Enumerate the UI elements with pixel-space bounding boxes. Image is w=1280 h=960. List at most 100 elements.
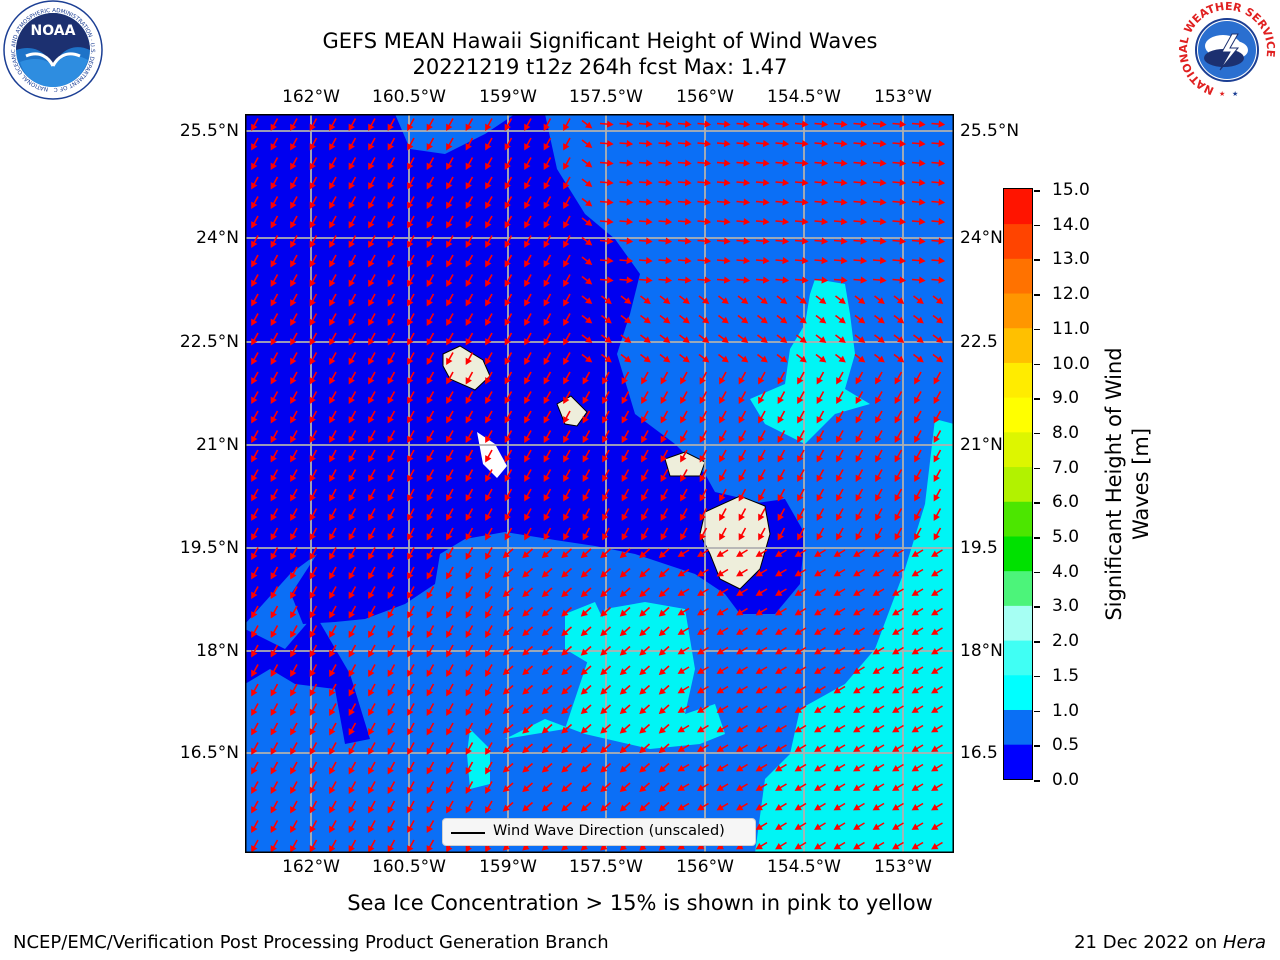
wind-wave-arrow (680, 371, 688, 385)
wind-wave-arrow (387, 430, 396, 443)
wind-wave-arrow (853, 218, 868, 226)
wind-wave-arrow (407, 586, 415, 599)
wind-wave-arrow (329, 488, 337, 502)
wind-wave-arrow (680, 469, 688, 482)
wind-wave-arrow (853, 607, 865, 616)
wind-wave-arrow (309, 547, 318, 560)
wind-wave-arrow (641, 371, 649, 385)
wind-wave-arrow (639, 665, 651, 676)
wind-wave-arrow (522, 723, 534, 734)
lon-tick-bottom: 154.5°W (767, 857, 841, 877)
wind-wave-arrow (641, 430, 649, 443)
wind-wave-arrow (465, 625, 474, 638)
wind-wave-arrow (853, 549, 865, 557)
wind-wave-arrow (270, 215, 279, 229)
wind-wave-arrow (602, 449, 610, 463)
wind-wave-arrow (660, 410, 669, 424)
wind-wave-arrow (426, 352, 435, 365)
lon-tick-top: 157.5°W (569, 87, 643, 107)
wind-wave-arrow (758, 508, 766, 521)
wind-wave-arrow (677, 646, 690, 655)
wind-wave-arrow (329, 410, 337, 424)
wind-wave-arrow (368, 488, 376, 502)
wind-wave-arrow (446, 391, 454, 404)
wind-wave-arrow (290, 722, 298, 736)
wind-wave-arrow (563, 449, 571, 463)
wind-wave-arrow (833, 257, 848, 265)
wind-wave-arrow (348, 215, 357, 229)
wind-wave-arrow (465, 781, 474, 794)
wind-wave-arrow (426, 703, 435, 716)
wind-wave-arrow (835, 353, 846, 363)
wind-wave-arrow (794, 705, 807, 713)
wind-wave-arrow (504, 176, 513, 190)
wind-wave-arrow (640, 295, 651, 305)
wind-wave-arrow (309, 196, 318, 209)
wind-wave-arrow (755, 140, 770, 148)
wind-wave-arrow (758, 430, 766, 443)
wind-wave-arrow (758, 469, 766, 482)
wind-wave-arrow (836, 410, 844, 424)
wind-wave-arrow (931, 763, 943, 772)
wind-wave-arrow (348, 683, 357, 697)
wind-wave-arrow (911, 568, 924, 577)
wind-wave-arrow (911, 783, 924, 791)
wind-wave-arrow (677, 237, 692, 245)
wind-wave-arrow (814, 607, 826, 616)
wind-wave-arrow (426, 313, 435, 326)
wind-wave-arrow (933, 410, 942, 424)
wind-wave-arrow (853, 627, 865, 635)
wind-wave-arrow (426, 449, 435, 463)
wind-wave-arrow (524, 371, 532, 385)
wind-wave-arrow (543, 235, 552, 248)
wind-wave-arrow (755, 276, 770, 284)
wind-wave-arrow (502, 606, 514, 617)
wind-wave-arrow (504, 118, 513, 131)
wind-wave-arrow (524, 293, 532, 307)
wind-wave-arrow (485, 547, 493, 560)
wind-wave-arrow (855, 410, 864, 424)
wind-wave-arrow (755, 549, 768, 557)
wind-wave-arrow (602, 469, 610, 482)
wind-wave-arrow (251, 118, 259, 131)
wind-wave-arrow (387, 274, 396, 287)
wind-wave-arrow (931, 276, 946, 284)
wind-wave-arrow (641, 527, 649, 541)
wind-wave-arrow (348, 449, 357, 463)
colorbar-tick-label: 9.0 (1052, 388, 1080, 409)
wind-wave-arrow (601, 334, 612, 344)
wind-wave-arrow (407, 215, 415, 229)
wind-wave-arrow (836, 469, 844, 482)
wind-wave-arrow (485, 371, 493, 385)
wind-wave-arrow (543, 118, 552, 131)
colorbar-tick-mark (1034, 190, 1040, 192)
wind-wave-arrow (833, 724, 846, 733)
wind-wave-arrow (368, 254, 376, 268)
wind-wave-arrow (719, 391, 727, 404)
wind-wave-arrow (581, 217, 593, 227)
wind-wave-arrow (387, 176, 396, 190)
wind-wave-arrow (446, 215, 454, 229)
wind-wave-arrow (251, 488, 259, 502)
wind-wave-arrow (833, 588, 846, 596)
wind-wave-arrow (619, 548, 631, 559)
wind-wave-arrow (659, 314, 671, 324)
colorbar-tick-label: 1.5 (1052, 665, 1080, 686)
wind-wave-arrow (853, 724, 865, 733)
wind-wave-arrow (465, 469, 474, 482)
wind-wave-arrow (563, 176, 571, 190)
colorbar-tick-label: 2.0 (1052, 631, 1080, 652)
wind-wave-arrow (426, 800, 435, 814)
wind-wave-arrow (290, 391, 298, 404)
colorbar-label-line2: Waves [m] (1129, 427, 1153, 541)
wind-wave-arrow (329, 664, 337, 677)
wind-wave-arrow (931, 646, 943, 655)
wind-wave-arrow (465, 293, 474, 307)
wind-wave-arrow (875, 430, 883, 443)
wind-wave-arrow (251, 761, 259, 775)
wind-wave-arrow (833, 666, 846, 674)
wind-wave-arrow (502, 548, 514, 559)
wind-wave-arrow (816, 430, 825, 443)
wind-wave-arrow (563, 527, 571, 541)
wind-wave-arrow (543, 391, 552, 404)
